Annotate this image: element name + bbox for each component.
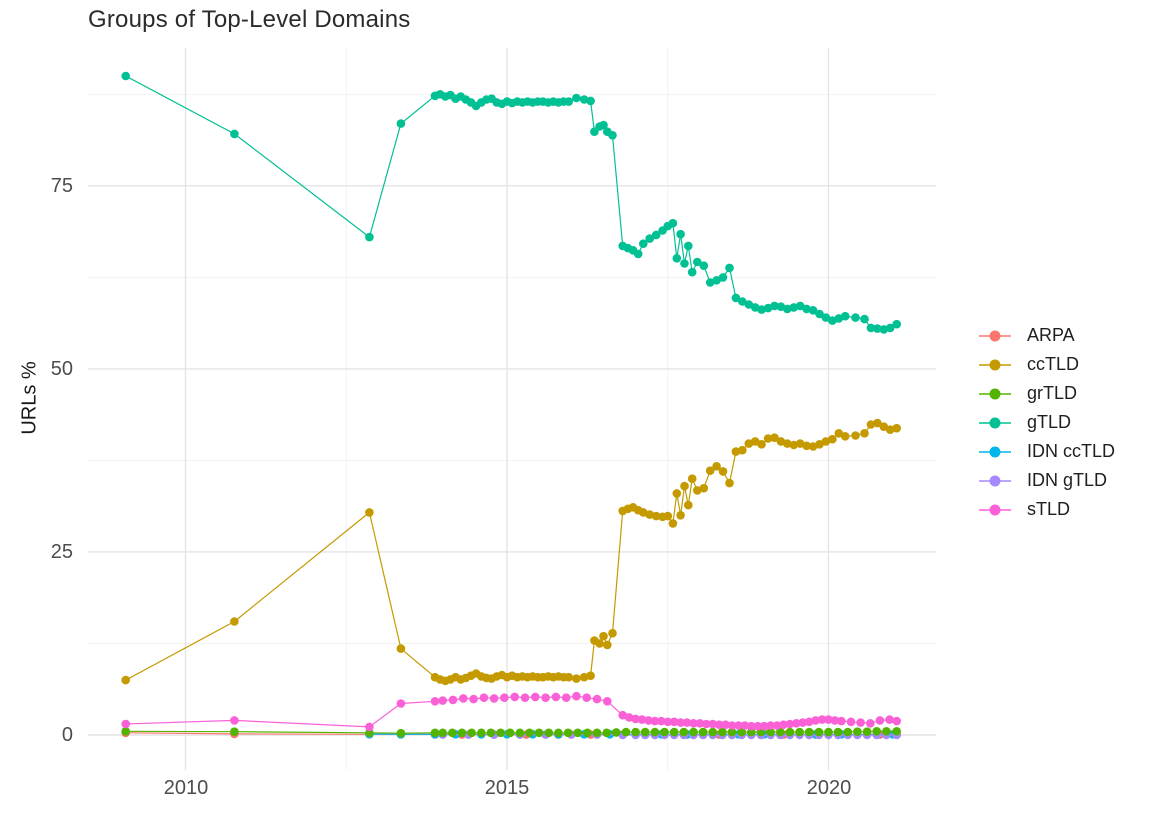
- legend-item-idn-gtld: IDN gTLD: [977, 466, 1115, 495]
- x-tick-label-2020: 2020: [806, 777, 852, 799]
- y-tick-label-25: 25: [50, 541, 73, 563]
- legend-key-icon: [979, 475, 1011, 486]
- legend-label: ccTLD: [1027, 354, 1080, 374]
- legend-item-cctld: ccTLD: [977, 350, 1115, 379]
- legend-label: sTLD: [1027, 499, 1071, 519]
- x-tick-label-2010: 2010: [163, 777, 209, 799]
- legend-item-arpa: ARPA: [977, 321, 1115, 350]
- legend-label: IDN gTLD: [1027, 470, 1108, 490]
- chart-title: Groups of Top-Level Domains: [88, 6, 411, 33]
- legend-key-icon: [979, 330, 1011, 341]
- legend-label: IDN ccTLD: [1027, 441, 1116, 461]
- y-tick-label-50: 50: [50, 358, 73, 380]
- legend-item-gtld: gTLD: [977, 408, 1115, 437]
- legend-label: ARPA: [1027, 325, 1075, 345]
- y-tick-label-75: 75: [50, 175, 73, 197]
- legend-label: gTLD: [1027, 412, 1072, 432]
- legend-item-grtld: grTLD: [977, 379, 1115, 408]
- legend-key-icon: [979, 504, 1011, 515]
- legend-key-icon: [979, 446, 1011, 457]
- legend: ARPA ccTLD grTLD gTLD IDN ccTLD IDN gTLD…: [977, 321, 1115, 524]
- legend-item-idn-cctld: IDN ccTLD: [977, 437, 1115, 466]
- legend-key-icon: [979, 359, 1011, 370]
- legend-key-icon: [979, 417, 1011, 428]
- legend-label: grTLD: [1027, 383, 1078, 403]
- x-tick-label-2015: 2015: [484, 777, 530, 799]
- y-tick-label-0: 0: [61, 724, 73, 746]
- legend-key-icon: [979, 388, 1011, 399]
- legend-item-stld: sTLD: [977, 495, 1115, 524]
